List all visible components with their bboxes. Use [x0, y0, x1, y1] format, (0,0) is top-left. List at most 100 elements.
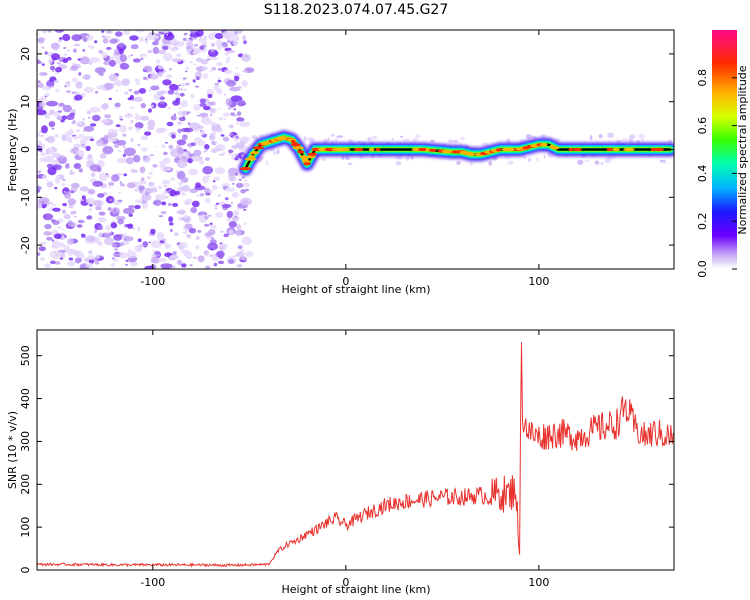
noise-speck [200, 129, 206, 136]
noise-speck [202, 73, 209, 79]
noise-speck [203, 106, 211, 111]
noise-speck [60, 176, 64, 180]
noise-speck [204, 116, 209, 120]
noise-speck [64, 189, 68, 192]
noise-speck [87, 188, 96, 195]
noise-speck [37, 186, 42, 191]
ridge-hotspot [550, 146, 560, 150]
noise-speck [168, 202, 172, 207]
noise-speck [130, 138, 134, 142]
noise-speck [237, 85, 242, 89]
noise-speck [44, 223, 52, 230]
noise-speck [64, 85, 68, 88]
noise-speck [78, 133, 85, 139]
noise-speck [128, 205, 135, 209]
noise-speck [202, 166, 214, 175]
noise-speck [195, 85, 199, 88]
noise-speck [139, 36, 144, 43]
noise-speck [210, 49, 215, 53]
noise-speck [170, 177, 176, 181]
noise-speck [226, 56, 231, 60]
noise-speck [183, 231, 188, 234]
noise-speck [73, 163, 82, 169]
x-tick-label: 0 [342, 275, 349, 288]
noise-speck [412, 137, 418, 143]
noise-speck [122, 133, 127, 137]
noise-speck [140, 57, 144, 61]
noise-speck [168, 144, 174, 149]
noise-speck [176, 95, 180, 98]
noise-speck [162, 45, 169, 51]
noise-speck [448, 139, 454, 144]
noise-speck [112, 258, 118, 262]
noise-speck [245, 188, 249, 192]
noise-speck [122, 207, 135, 215]
noise-speck [37, 109, 47, 116]
noise-speck [156, 231, 164, 241]
noise-speck [214, 205, 218, 208]
noise-speck [102, 146, 114, 155]
noise-speck [138, 88, 147, 94]
noise-speck [71, 91, 75, 94]
noise-speck [102, 35, 106, 38]
noise-speck [163, 30, 168, 33]
noise-speck [104, 233, 111, 239]
noise-speck [235, 172, 239, 176]
noise-speck [57, 110, 62, 113]
noise-speck [186, 45, 192, 50]
ridge-hotspot [467, 152, 475, 156]
noise-speck [133, 181, 138, 184]
noise-speck [223, 182, 228, 186]
noise-speck [177, 110, 188, 117]
noise-speck [163, 151, 168, 156]
noise-speck [203, 215, 209, 220]
noise-speck [141, 201, 149, 209]
noise-speck [209, 70, 213, 73]
noise-speck [108, 181, 115, 186]
noise-speck [169, 222, 174, 226]
noise-speck [211, 67, 217, 71]
noise-speck [148, 241, 151, 244]
noise-speck [54, 30, 64, 33]
noise-speck [81, 74, 91, 80]
noise-speck [166, 121, 174, 127]
noise-speck [234, 215, 237, 218]
noise-speck [183, 32, 188, 36]
noise-speck [230, 202, 234, 204]
colorbar-gradient [712, 30, 737, 269]
snr-ticks: -100 0 100 0 100 200 300 400 500 [19, 330, 674, 589]
noise-speck [57, 226, 62, 229]
noise-speck [150, 85, 160, 91]
noise-speck [159, 196, 161, 199]
noise-speck [188, 168, 199, 176]
noise-speck [207, 101, 217, 106]
noise-speck [38, 197, 50, 205]
noise-speck [108, 97, 113, 101]
noise-speck [661, 161, 668, 164]
noise-speck [208, 229, 216, 236]
noise-speck [641, 138, 644, 142]
noise-speck [430, 139, 435, 143]
noise-speck [49, 260, 56, 265]
noise-speck [127, 182, 136, 189]
noise-speck [94, 67, 107, 74]
noise-speck [99, 153, 107, 159]
noise-speck [190, 93, 195, 99]
noise-speck [183, 88, 187, 91]
noise-speck [65, 90, 72, 93]
noise-speck [135, 199, 139, 203]
noise-speck [114, 143, 120, 148]
noise-speck [108, 73, 118, 82]
noise-speck [160, 165, 170, 172]
y-tick-label: -20 [19, 236, 32, 254]
noise-speck [177, 259, 183, 265]
noise-speck [243, 222, 247, 225]
ridge-hotspot [375, 147, 381, 152]
noise-speck [106, 132, 118, 138]
noise-speck [225, 98, 232, 107]
noise-speck [236, 117, 245, 122]
noise-speck [55, 88, 60, 93]
noise-speck [236, 224, 242, 230]
